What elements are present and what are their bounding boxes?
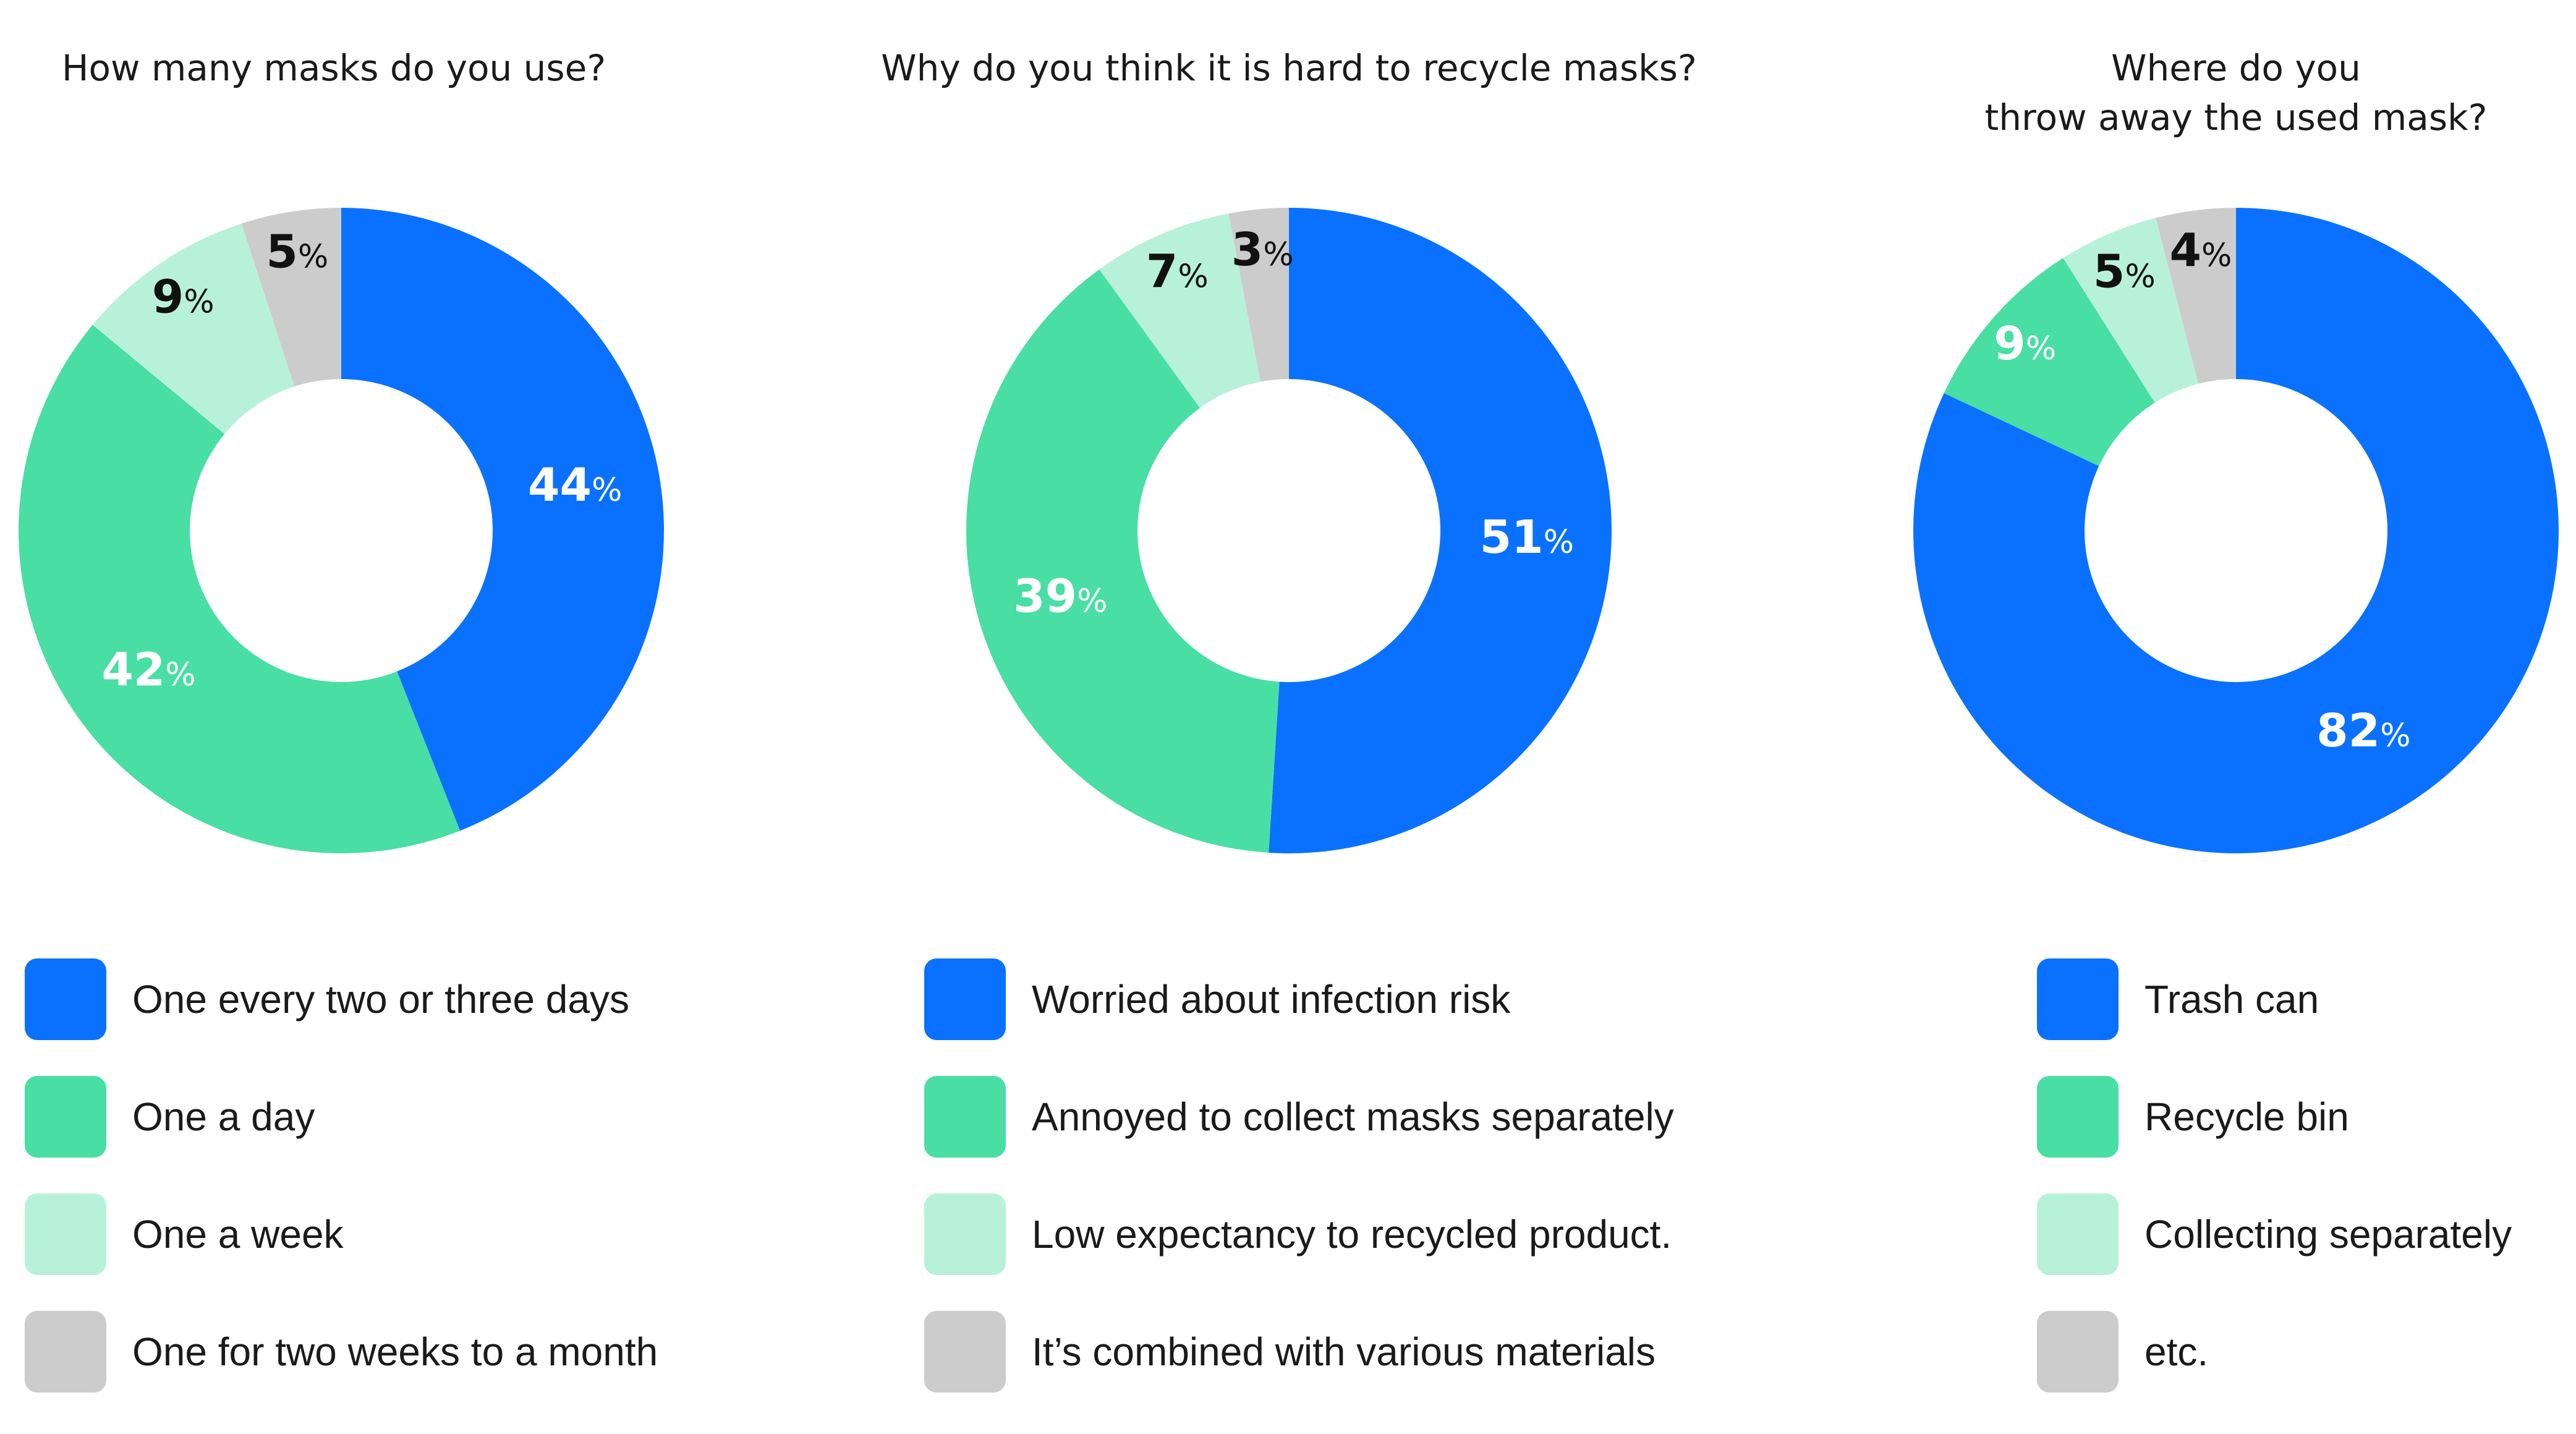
- legend-item: One a week: [25, 1193, 344, 1275]
- legend-item: Collecting separately: [2037, 1193, 2512, 1275]
- percent-sign: %: [1263, 236, 1293, 273]
- legend-item: One a day: [25, 1076, 315, 1158]
- slice-value-label: 9%: [1994, 317, 2056, 370]
- donut-slice-low-expectancy-to-recycled-product: [1099, 213, 1261, 408]
- slice-value: 3: [1231, 223, 1264, 276]
- legend-item: Low expectancy to recycled product.: [924, 1193, 1672, 1275]
- percent-sign: %: [1178, 258, 1208, 295]
- slice-value: 44: [528, 459, 592, 512]
- slice-value: 4: [2170, 224, 2202, 278]
- chart-legend: Worried about infection risk Annoyed to c…: [924, 958, 1674, 1393]
- donut-slice-it-s-combined-with-various-materials: [1228, 208, 1289, 382]
- donut-slice-collecting-separately: [2063, 218, 2199, 403]
- legend-label: Worried about infection risk: [1032, 977, 1511, 1022]
- slice-value: 39: [1013, 570, 1077, 623]
- legend-item: Recycle bin: [2037, 1076, 2349, 1158]
- slice-value: 7: [1146, 245, 1178, 298]
- legend-item: etc.: [2037, 1311, 2208, 1393]
- percent-sign: %: [2380, 717, 2410, 754]
- legend-label: etc.: [2145, 1329, 2208, 1374]
- legend-swatch: [2037, 958, 2119, 1040]
- legend-swatch: [924, 1076, 1006, 1158]
- percent-sign: %: [2201, 237, 2232, 275]
- legend-swatch: [25, 958, 106, 1040]
- donut-slice-one-every-two-or-three-days: [341, 208, 664, 831]
- slice-value: 42: [101, 643, 165, 696]
- chart-legend: Trash can Recycle bin Collecting separatel…: [2037, 958, 2512, 1393]
- slice-value-label: 5%: [2093, 245, 2156, 298]
- legend-item: One every two or three days: [25, 958, 629, 1040]
- slice-value: 5: [266, 226, 298, 279]
- chart-title: Why do you think it is hard to recycle m…: [881, 47, 1697, 89]
- chart-title-line: Why do you think it is hard to recycle m…: [881, 47, 1697, 89]
- legend-label: It’s combined with various materials: [1032, 1329, 1656, 1374]
- donut-slice-worried-about-infection-risk: [1269, 208, 1612, 853]
- slice-value: 9: [1994, 317, 2026, 370]
- legend-label: Trash can: [2145, 977, 2319, 1022]
- slice-value-label: 42%: [101, 643, 195, 696]
- donut-slice-recycle-bin: [1944, 258, 2155, 466]
- donut-slice-one-a-day: [18, 325, 461, 853]
- slice-value: 5: [2093, 245, 2125, 298]
- slice-value-label: 4%: [2170, 224, 2232, 278]
- donut-slice-annoyed-to-collect-masks-separately: [966, 269, 1280, 853]
- legend-swatch: [25, 1076, 106, 1158]
- slice-value-label: 5%: [266, 226, 328, 279]
- chart-title: How many masks do you use?: [62, 47, 606, 89]
- slice-value-label: 39%: [1013, 570, 1107, 623]
- legend-item: Trash can: [2037, 958, 2319, 1040]
- slice-value-label: 44%: [528, 459, 622, 512]
- chart-legend: One every two or three days One a day One …: [25, 958, 658, 1393]
- slice-value-label: 7%: [1146, 245, 1209, 298]
- percent-sign: %: [1544, 524, 1574, 561]
- slice-value-label: 51%: [1480, 511, 1574, 564]
- legend-item: It’s combined with various materials: [924, 1311, 1656, 1393]
- donut-slice-etc: [2156, 208, 2236, 384]
- percent-sign: %: [1077, 583, 1107, 620]
- legend-label: One for two weeks to a month: [132, 1329, 658, 1374]
- legend-swatch: [2037, 1076, 2119, 1158]
- percent-sign: %: [165, 656, 195, 693]
- chart-title: Where do you throw away the used mask?: [1985, 47, 2488, 139]
- chart-title-line: Where do you: [2111, 47, 2361, 89]
- legend-label: One a week: [132, 1212, 344, 1257]
- donut-slice-one-for-two-weeks-to-a-month: [241, 208, 341, 386]
- donut-slice-one-a-week: [92, 223, 295, 434]
- percent-sign: %: [298, 239, 328, 276]
- slice-value-label: 9%: [152, 271, 215, 324]
- chart-title-line: throw away the used mask?: [1985, 96, 2488, 139]
- donut-chart-1: How many masks do you use?44%42%9%5%One …: [18, 47, 664, 1393]
- donut-chart-3: Where do you throw away the used mask? 82%…: [1913, 47, 2559, 1393]
- legend-label: Recycle bin: [2145, 1095, 2349, 1139]
- slice-value-label: 82%: [2316, 704, 2410, 758]
- slice-value: 51: [1480, 511, 1544, 564]
- slice-value: 9: [152, 271, 184, 324]
- legend-swatch: [25, 1311, 106, 1393]
- legend-item: Annoyed to collect masks separately: [924, 1076, 1674, 1158]
- legend-item: Worried about infection risk: [924, 958, 1511, 1040]
- legend-label: Annoyed to collect masks separately: [1032, 1095, 1674, 1139]
- legend-swatch: [924, 1311, 1006, 1393]
- legend-swatch: [924, 958, 1006, 1040]
- legend-label: One a day: [132, 1095, 315, 1139]
- percent-sign: %: [2125, 258, 2155, 295]
- legend-label: One every two or three days: [132, 977, 629, 1022]
- legend-label: Collecting separately: [2145, 1212, 2512, 1257]
- donut-chart-2: Why do you think it is hard to recycle m…: [881, 47, 1697, 1393]
- legend-swatch: [924, 1193, 1006, 1275]
- percent-sign: %: [2026, 330, 2056, 367]
- legend-swatch: [25, 1193, 106, 1275]
- slice-value: 82: [2316, 704, 2380, 758]
- percent-sign: %: [592, 472, 622, 509]
- percent-sign: %: [184, 284, 214, 321]
- legend-label: Low expectancy to recycled product.: [1032, 1212, 1672, 1257]
- slice-value-label: 3%: [1231, 223, 1294, 276]
- donut-slice-trash-can: [1913, 208, 2559, 853]
- legend-swatch: [2037, 1311, 2119, 1393]
- legend-item: One for two weeks to a month: [25, 1311, 658, 1393]
- chart-title-line: How many masks do you use?: [62, 47, 606, 89]
- legend-swatch: [2037, 1193, 2119, 1275]
